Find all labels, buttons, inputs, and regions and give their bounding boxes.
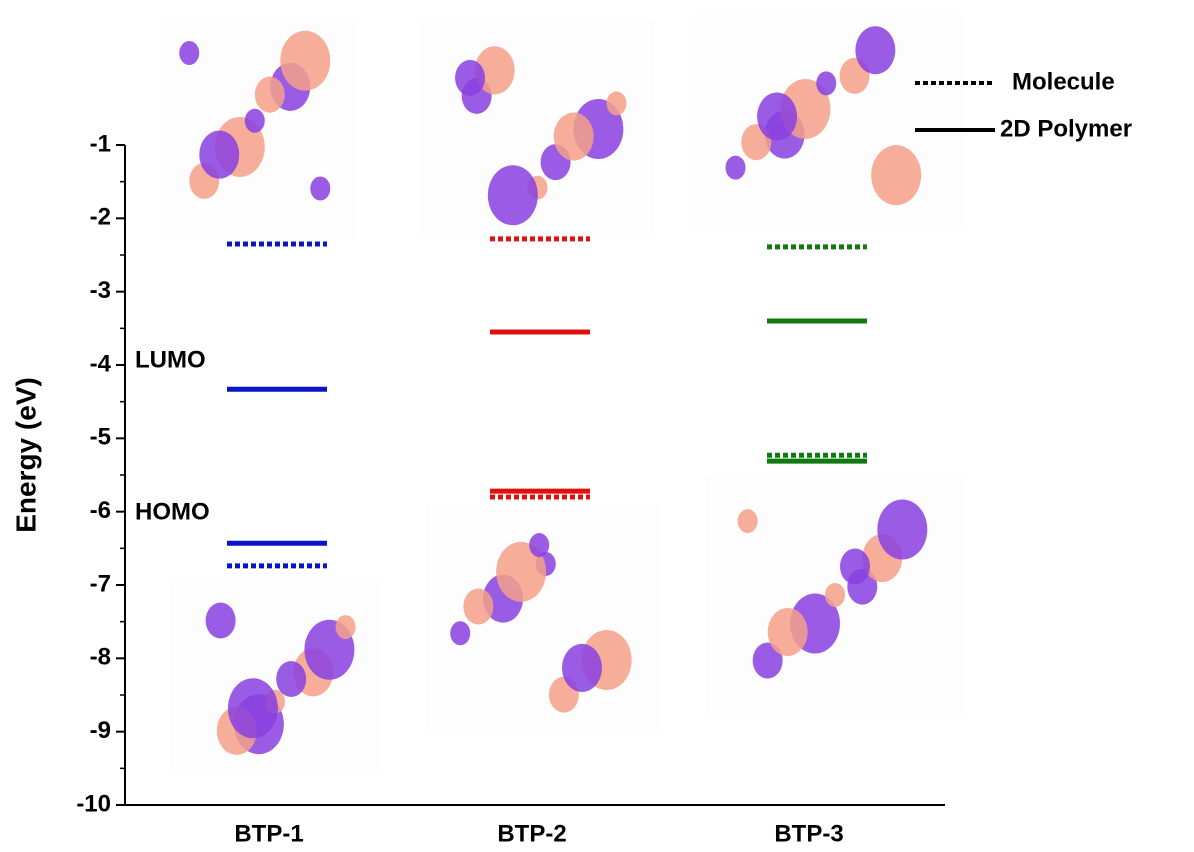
orbital-lobe bbox=[455, 60, 485, 96]
annotation: LUMO bbox=[135, 347, 206, 374]
y-tick-label: -5 bbox=[90, 424, 111, 451]
y-tick-label: -2 bbox=[90, 204, 111, 231]
annotation: HOMO bbox=[135, 499, 210, 526]
orbital-lobe bbox=[463, 588, 493, 624]
x-tick-label: BTP-1 bbox=[234, 820, 303, 847]
y-tick-label: -6 bbox=[90, 497, 111, 524]
orbital-lobe bbox=[228, 678, 278, 738]
orbital-lobe bbox=[855, 26, 895, 74]
chart: Energy (eV) -10 -9 -8 -7 -6 -5 -4 -3 -2 -1 BTP-1 BT… bbox=[0, 0, 1194, 852]
y-tick-label: -9 bbox=[90, 717, 111, 744]
orbital-lobe bbox=[825, 583, 845, 607]
y-tick-label: -10 bbox=[76, 790, 111, 817]
orbital-lobe bbox=[336, 615, 356, 639]
orbital-lobe bbox=[840, 548, 870, 584]
x-tick-label: BTP-3 bbox=[774, 820, 843, 847]
orbital-lobe bbox=[276, 661, 306, 697]
orbital-lobe bbox=[245, 109, 265, 133]
orbital-lobe bbox=[726, 156, 746, 180]
orbital-lobe bbox=[816, 71, 836, 95]
y-tick-label: -8 bbox=[90, 644, 111, 671]
orbital-lobe bbox=[179, 41, 199, 65]
orbital-lobe bbox=[310, 177, 330, 201]
orbital-lobe bbox=[488, 165, 538, 225]
orbital-lobe bbox=[206, 602, 236, 638]
y-tick-label: -3 bbox=[90, 277, 111, 304]
orbital-lobe bbox=[280, 31, 330, 91]
orbital-lobe bbox=[768, 608, 808, 656]
orbital-lobe bbox=[255, 77, 285, 113]
orbital-frame bbox=[695, 15, 965, 230]
orbital-lobe bbox=[606, 91, 626, 115]
y-tick-label: -4 bbox=[90, 350, 112, 377]
x-tick-label: BTP-2 bbox=[497, 820, 566, 847]
page: {"chart_data": {"type": "energy-level", … bbox=[0, 0, 1194, 852]
orbital-lobe bbox=[877, 499, 927, 559]
orbital-lobe bbox=[199, 131, 239, 179]
orbital-lobe bbox=[562, 644, 602, 692]
legend-label: Molecule bbox=[1012, 68, 1115, 95]
orbital-lobe bbox=[554, 113, 594, 161]
orbital-lobe bbox=[871, 145, 921, 205]
orbital-lobe bbox=[738, 509, 758, 533]
y-tick-label: -7 bbox=[90, 570, 111, 597]
orbital-images bbox=[160, 15, 965, 770]
y-tick-label: -1 bbox=[90, 130, 111, 157]
y-axis-label: Energy (eV) bbox=[10, 377, 41, 533]
orbital-lobe bbox=[529, 533, 549, 557]
orbital-lobe bbox=[450, 621, 470, 645]
orbital-lobe bbox=[757, 92, 797, 140]
legend-label: 2D Polymer bbox=[1000, 115, 1132, 142]
